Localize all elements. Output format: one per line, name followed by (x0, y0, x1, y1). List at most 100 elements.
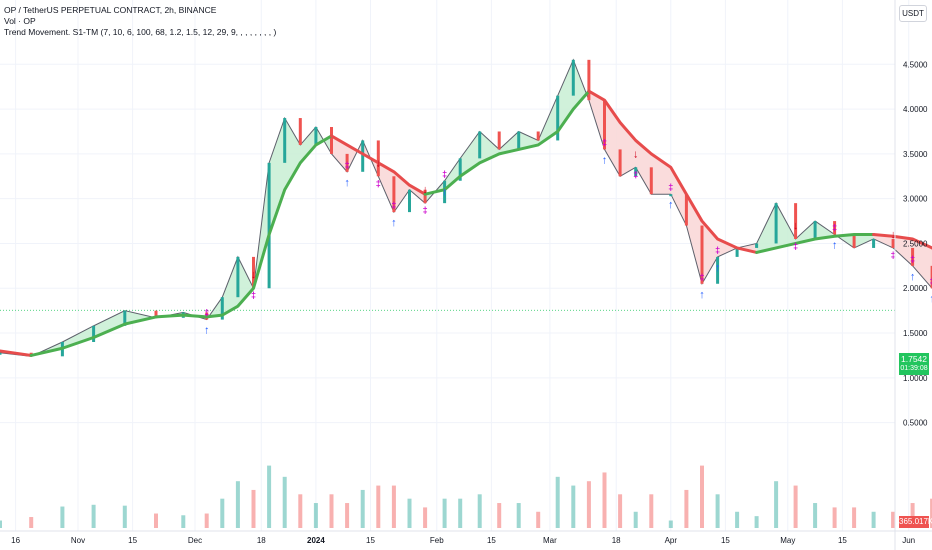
signal-marker-icon: ‡ (345, 160, 350, 170)
volume-bar (154, 513, 158, 528)
signal-marker-icon: ‡ (423, 205, 428, 215)
symbol-title[interactable]: OP / TetherUS PERPETUAL CONTRACT, 2h, BI… (4, 5, 217, 15)
volume-bar (458, 498, 463, 528)
buy-arrow-icon: ↑ (910, 271, 916, 283)
price-candle (774, 203, 778, 244)
volume-bar (700, 465, 704, 528)
price-candle (408, 189, 411, 213)
price-candle (497, 131, 501, 150)
volume-bar (407, 498, 412, 528)
volume-bar (251, 489, 256, 528)
signal-marker-icon: ‡ (602, 137, 607, 147)
volume-bar (345, 503, 350, 528)
price-candle (556, 95, 560, 141)
volume-bar (516, 503, 521, 528)
price-candle (154, 310, 158, 318)
x-tick-label: 15 (721, 536, 730, 545)
x-tick-label: Nov (71, 536, 85, 545)
volume-bar (204, 513, 209, 528)
price-series (0, 58, 932, 357)
sell-arrow-icon: ↓ (793, 220, 799, 232)
price-candle (92, 325, 96, 342)
price-candle (852, 234, 856, 248)
buy-arrow-icon: ↑ (699, 289, 705, 301)
signal-marker-icon: ‡ (442, 169, 447, 179)
volume-bar (715, 494, 720, 528)
signal-markers: ↑‡↑‡↑‡↑‡↑‡↑‡↑‡↑‡↑‡↑‡↑‡↑‡↑‡↓‡↓‡↓‡↓‡↓‡↓‡↓‡… (204, 137, 932, 337)
volume-bar (235, 481, 240, 528)
signal-marker-icon: ‡ (891, 250, 896, 260)
signal-marker-icon: ‡ (376, 178, 381, 188)
price-candle (571, 59, 575, 96)
trend-fill-down (588, 91, 757, 284)
volume-bar (930, 498, 932, 528)
volume-bar (267, 465, 272, 528)
price-candle (536, 131, 540, 141)
price-candle (587, 59, 591, 101)
x-tick-label: 15 (487, 536, 496, 545)
buy-arrow-icon: ↑ (442, 186, 448, 198)
signal-marker-icon: ‡ (204, 308, 209, 318)
trend-line-down (587, 89, 759, 254)
sell-arrow-icon: ↓ (633, 148, 639, 160)
volume-bar (391, 485, 396, 528)
signal-marker-icon: ‡ (930, 276, 932, 286)
volume-bar (497, 503, 502, 528)
volume-bar (891, 511, 896, 528)
volume-value-label: 365.017K (899, 516, 932, 528)
volume-bar (423, 507, 428, 528)
price-candle (443, 180, 447, 204)
trend-line-up (755, 233, 876, 254)
price-candle (755, 243, 759, 248)
volume-bar (360, 489, 365, 528)
price-candle (716, 256, 720, 284)
y-tick-label: 1.5000 (903, 329, 928, 338)
price-candle (236, 256, 240, 298)
trend-line-up (29, 134, 333, 357)
price-candle (392, 176, 396, 213)
y-tick-label: 3.0000 (903, 195, 928, 204)
volume-bar (29, 517, 34, 528)
volume-bar (735, 511, 740, 528)
y-tick-label: 4.0000 (903, 105, 928, 114)
volume-legend[interactable]: Vol · OP (4, 16, 36, 26)
price-candle (298, 118, 302, 145)
indicator-legend[interactable]: Trend Movement. S1-TM (7, 10, 6, 100, 68… (4, 27, 277, 37)
price-candle (361, 140, 365, 172)
volume-bar (602, 472, 607, 528)
volume-bar (684, 489, 689, 528)
price-candle (314, 127, 318, 145)
axis-unit-button[interactable]: USDT (899, 5, 927, 22)
volume-bar (313, 503, 318, 528)
y-tick-label: 2.5000 (903, 239, 928, 248)
volume-bar (555, 476, 560, 528)
signal-marker-icon: ‡ (668, 182, 673, 192)
trend-fill-down (873, 234, 932, 289)
y-tick-label: 1.0000 (903, 374, 928, 383)
buy-arrow-icon: ↑ (204, 325, 210, 337)
volume-bar (477, 494, 482, 528)
signal-marker-icon: ‡ (699, 272, 704, 282)
price-candle (123, 310, 127, 326)
buy-arrow-icon: ↑ (344, 177, 350, 189)
price-candle (603, 100, 606, 150)
price-candle (813, 221, 817, 239)
chart-legend: OP / TetherUS PERPETUAL CONTRACT, 2h, BI… (4, 5, 276, 38)
signal-marker-icon: ‡ (715, 245, 720, 255)
price-candle (283, 118, 287, 163)
volume-bar (442, 498, 447, 528)
price-candle (891, 238, 895, 248)
volume-bar (298, 494, 303, 528)
signal-marker-icon: ‡ (832, 223, 837, 233)
trend-line-up (423, 89, 591, 196)
volume-bar (871, 511, 876, 528)
price-candle (649, 167, 653, 195)
trend-fill-up (425, 59, 589, 204)
price-candle (423, 189, 427, 204)
volume-bar (571, 485, 576, 528)
price-candle (700, 225, 704, 284)
volume-bar (754, 516, 759, 528)
x-tick-label: Jun (902, 536, 915, 545)
